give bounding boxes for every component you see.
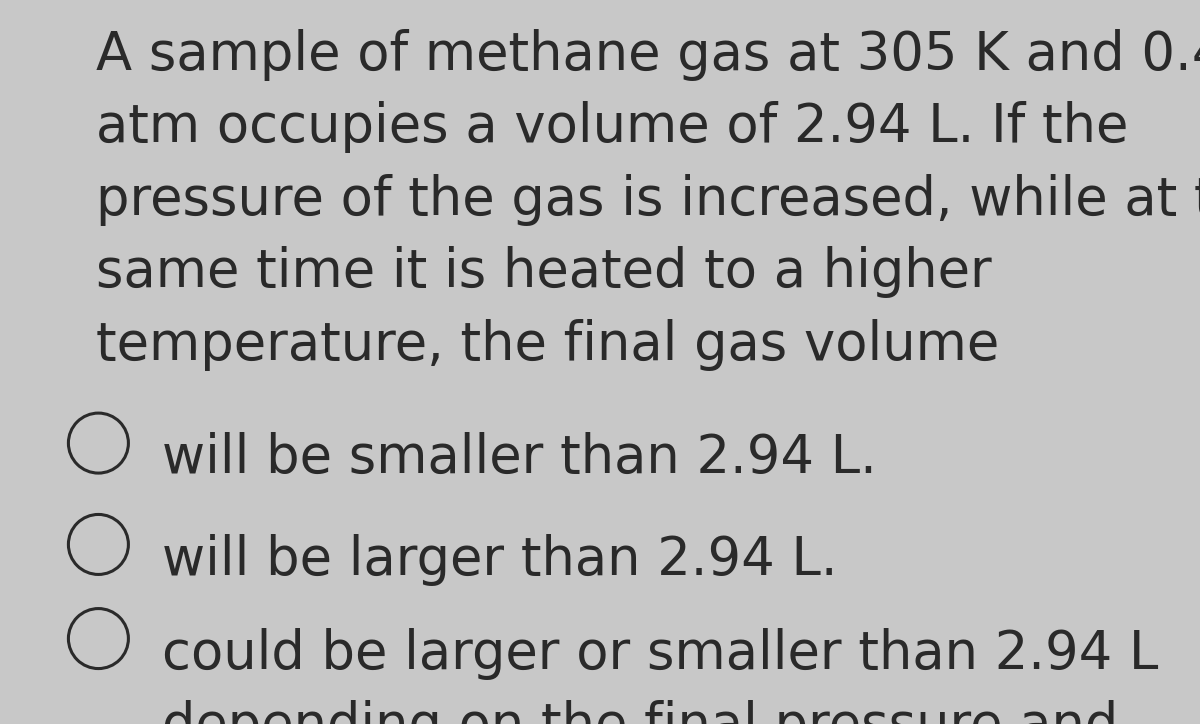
Text: will be larger than 2.94 L.: will be larger than 2.94 L. — [162, 534, 838, 586]
Text: A sample of methane gas at 305 K and 0.460
atm occupies a volume of 2.94 L. If t: A sample of methane gas at 305 K and 0.4… — [96, 29, 1200, 371]
Text: could be larger or smaller than 2.94 L
depending on the final pressure and
tempe: could be larger or smaller than 2.94 L d… — [162, 628, 1158, 724]
Text: will be smaller than 2.94 L.: will be smaller than 2.94 L. — [162, 432, 877, 484]
